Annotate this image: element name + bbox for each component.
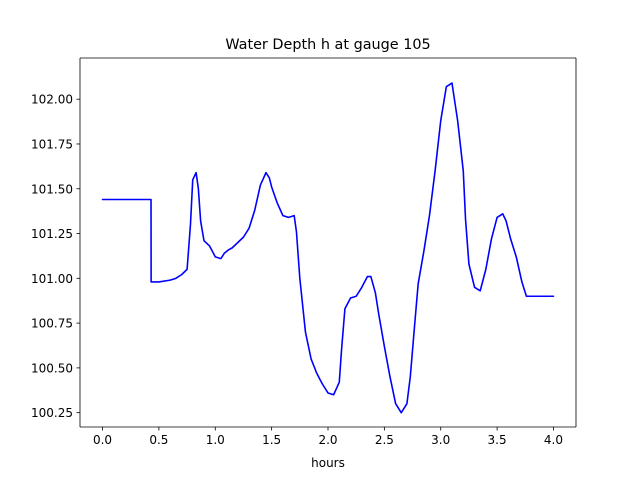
x-tick-label: 0.5	[149, 433, 168, 447]
y-tick-label: 100.75	[31, 317, 73, 331]
series-line-0	[101, 82, 555, 414]
x-tick-label: 1.0	[206, 433, 225, 447]
x-tick-label: 3.0	[431, 433, 450, 447]
plot-area: 0.0 0.5 1.0 1.5 2.0 2.5 3.0 3.5 4.0 100.25 100.50 1…	[31, 57, 577, 447]
y-tick-label: 101.50	[31, 182, 73, 196]
y-tick-label: 101.75	[31, 137, 73, 151]
y-tick-label: 100.50	[31, 361, 73, 375]
x-axis-title: hours	[311, 456, 345, 470]
chart-title: Water Depth h at gauge 105	[225, 37, 430, 53]
x-tick-label: 2.0	[318, 433, 337, 447]
y-tick-label: 101.00	[31, 272, 73, 286]
y-tick-label: 102.00	[31, 93, 73, 107]
y-tick-label: 101.25	[31, 227, 73, 241]
x-tick-label: 0.0	[93, 433, 112, 447]
x-tick-label: 1.5	[262, 433, 281, 447]
x-tick-label: 2.5	[375, 433, 394, 447]
y-tick-label: 100.25	[31, 406, 73, 420]
x-tick-label: 4.0	[544, 433, 563, 447]
x-tick-label: 3.5	[488, 433, 507, 447]
